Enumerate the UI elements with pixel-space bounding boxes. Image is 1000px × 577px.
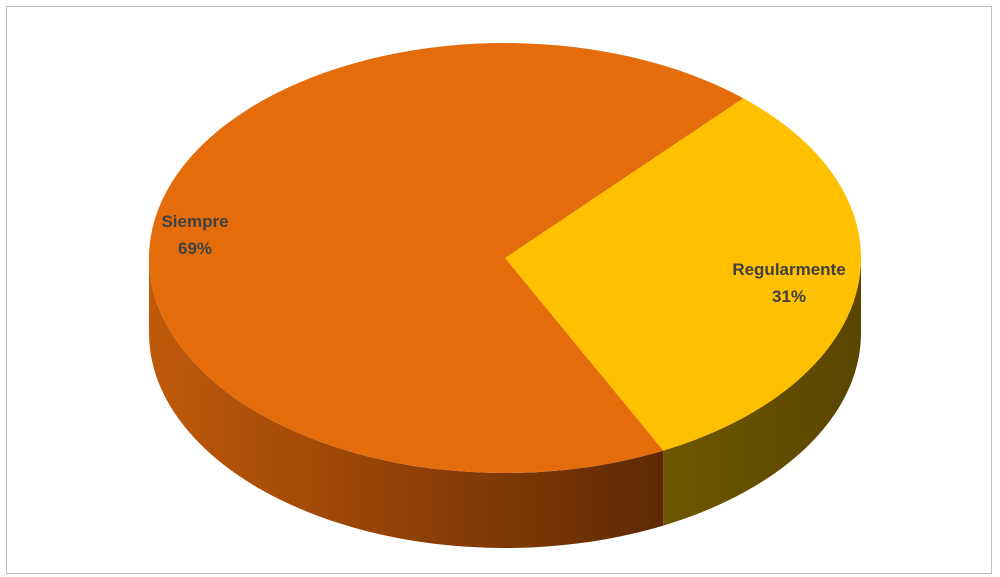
pie-labels: Siempre 69% Regularmente 31% <box>161 212 845 306</box>
pie-slice-siempre <box>148 42 744 473</box>
slice-label-siempre-value: 69% <box>178 239 212 258</box>
slice-label-regularmente-value: 31% <box>772 287 806 306</box>
pie-sides <box>149 258 861 548</box>
pie-side-regularmente <box>663 258 861 526</box>
pie-side-siempre <box>149 258 664 548</box>
slice-label-siempre-name: Siempre <box>161 212 228 231</box>
pie-tops <box>148 42 862 473</box>
pie-slice-regularmente <box>505 98 862 451</box>
slice-label-regularmente-name: Regularmente <box>732 260 845 279</box>
